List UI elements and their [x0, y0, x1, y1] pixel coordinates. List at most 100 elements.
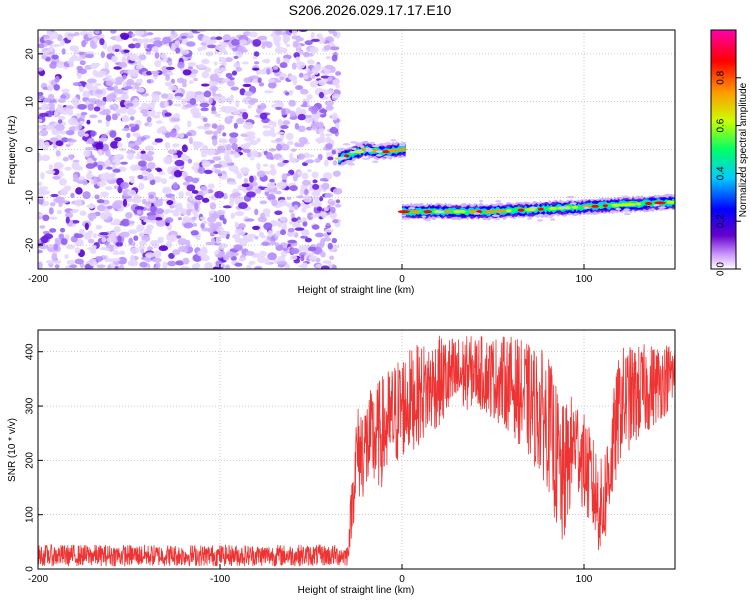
- spectrogram-noise-cell: [130, 116, 135, 121]
- spectrogram-noise-cell: [324, 64, 334, 70]
- spectrogram-faint-cell: [342, 143, 351, 146]
- spectrogram-noise-cell: [56, 209, 62, 215]
- spectrogram-noise-cell: [287, 227, 295, 233]
- spectrogram-noise-cell: [99, 38, 105, 46]
- spectrogram-faint-cell: [548, 215, 553, 219]
- spectrogram-noise-cell: [327, 76, 333, 82]
- spectrogram-faint-cell: [621, 195, 629, 198]
- spectrogram-noise-cell: [51, 44, 62, 48]
- spectrogram-noise-cell: [135, 30, 145, 37]
- spectrogram-noise-cell: [143, 39, 148, 48]
- spectrogram-noise-cell: [126, 102, 134, 107]
- spectrogram-noise-cell: [196, 30, 207, 33]
- spectrogram-noise-cell: [325, 136, 332, 143]
- spectrogram-noise-cell: [130, 126, 137, 133]
- spectrogram-noise-cell: [236, 172, 243, 179]
- spectrogram-noise-cell: [181, 144, 188, 153]
- spectrogram-noise-cell: [245, 250, 255, 256]
- spectrogram-noise-cell: [129, 69, 139, 77]
- spectrogram-noise-cell: [261, 241, 270, 247]
- spectrogram-noise-cell: [55, 140, 64, 147]
- spectrogram-noise-cell: [242, 111, 249, 120]
- spectrogram-noise-cell: [282, 222, 287, 229]
- spectrogram-noise-cell: [167, 60, 173, 66]
- spectrogram-noise-cell: [138, 232, 145, 237]
- spectrogram-noise-cell: [67, 60, 73, 64]
- spectrogram-noise-cell: [238, 257, 246, 262]
- spectrogram-noise-cell: [252, 67, 260, 71]
- spectrogram-faint-cell: [537, 213, 544, 217]
- spectrogram-noise-cell: [304, 159, 314, 164]
- colorbar-tick-label: 0.6: [716, 118, 727, 132]
- spectrogram-noise-cell: [94, 194, 100, 200]
- spectrogram-noise-cell: [329, 211, 338, 220]
- spectrogram-peak: [626, 202, 637, 206]
- spectrogram-noise-cell: [233, 152, 240, 159]
- spectrogram-noise-cell: [126, 198, 134, 203]
- spectrogram-noise-cell: [182, 181, 190, 186]
- spectrogram-noise-cell: [314, 64, 322, 72]
- spectrogram-faint-cell: [349, 151, 356, 154]
- spectrogram-noise-cell: [155, 120, 163, 124]
- spectrogram-noise-cell: [207, 39, 217, 44]
- spectrogram-faint-cell: [609, 210, 618, 213]
- spectrogram-noise-cell: [291, 62, 297, 70]
- spectrogram-noise-cell: [297, 125, 306, 133]
- spectrogram-noise-cell: [147, 122, 153, 127]
- spectrogram-noise-cell: [265, 152, 273, 160]
- spectrogram-noise-cell: [116, 88, 124, 95]
- spectrogram-noise-cell: [108, 154, 114, 162]
- spectrogram-noise-cell: [135, 78, 144, 84]
- spectrogram-noise-cell: [141, 170, 150, 176]
- spectrogram-noise-cell: [241, 183, 250, 188]
- spectrogram-noise-cell: [215, 260, 222, 267]
- spectrogram-noise-cell: [240, 167, 250, 175]
- spectrogram-noise-cell: [310, 31, 315, 40]
- spectrogram-noise-cell: [122, 198, 128, 207]
- spectrogram-noise-cell: [38, 124, 46, 130]
- spectrogram-noise-cell: [89, 246, 97, 254]
- spectrogram-noise-cell: [188, 80, 194, 84]
- colorbar-tick-label: 0.2: [716, 214, 727, 228]
- spectrogram-noise-cell: [134, 156, 141, 160]
- spectrogram-noise-cell: [249, 175, 254, 183]
- spectrogram-noise-cell: [147, 215, 157, 221]
- spectrogram-noise-cell: [213, 163, 223, 168]
- spectrogram-noise-cell: [86, 204, 97, 209]
- spectrogram-noise-cell: [289, 185, 298, 192]
- spectrogram-noise-cell: [52, 175, 61, 180]
- spectrogram-noise-cell: [272, 100, 283, 104]
- spectrogram-noise-cell: [181, 82, 187, 88]
- snr-x-tick-label: 100: [576, 574, 593, 585]
- spectrogram-noise-cell: [45, 259, 56, 264]
- snr-x-tick-label: -200: [28, 574, 48, 585]
- spectrogram-noise-cell: [45, 169, 56, 175]
- spectrogram-noise-cell: [48, 164, 54, 171]
- spectrogram-noise-cell: [242, 97, 251, 103]
- spectrogram-noise-cell: [60, 188, 68, 196]
- spectrogram-noise-cell: [111, 114, 118, 121]
- spectrogram-noise-cell: [60, 238, 68, 246]
- spectrogram-noise-cell: [152, 242, 159, 249]
- spectrogram-noise-cell: [128, 43, 136, 49]
- spectrogram-noise-cell: [196, 125, 207, 130]
- spectrogram-noise-cell: [105, 186, 113, 191]
- spectrogram-noise-cell: [252, 39, 262, 47]
- spectrogram-noise-cell: [297, 153, 306, 160]
- spectrogram-noise-cell: [327, 242, 333, 250]
- spectrogram-noise-cell: [48, 207, 54, 215]
- spectrogram-noise-cell: [86, 138, 94, 145]
- spectrogram-noise-cell: [298, 72, 304, 78]
- spectrogram-noise-cell: [38, 43, 45, 49]
- spectrogram-peak: [468, 210, 478, 214]
- spectrogram-noise-cell: [55, 196, 65, 203]
- spectrogram-noise-cell: [302, 195, 312, 203]
- spectrogram-noise-cell: [42, 214, 50, 222]
- spectrogram-peak: [571, 205, 579, 209]
- spectrogram-noise-cell: [191, 177, 199, 184]
- spectrogram-noise-cell: [313, 80, 318, 88]
- spectrogram-noise-cell: [70, 139, 77, 143]
- spectrogram-noise-cell: [105, 114, 112, 122]
- spectrogram-noise-cell: [71, 220, 80, 224]
- spectrogram-noise-cell: [294, 227, 305, 231]
